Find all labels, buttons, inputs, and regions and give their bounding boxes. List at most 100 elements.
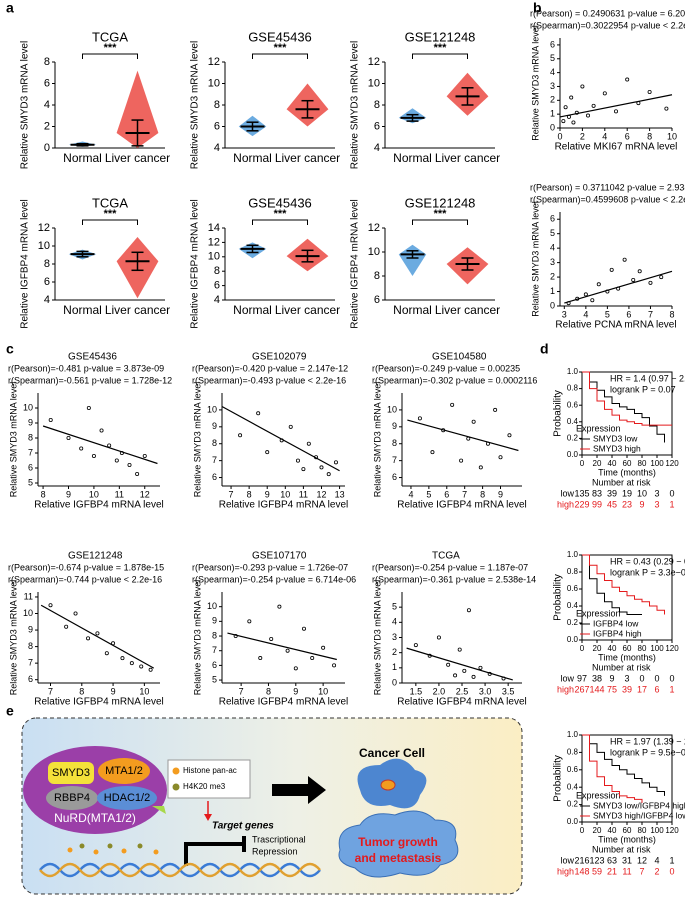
point (306, 441, 311, 446)
x-tick-label: 80 (638, 459, 647, 468)
risk-count: 148 (574, 866, 589, 876)
risk-count: 123 (589, 855, 604, 865)
y-tick-label: 4 (550, 67, 555, 77)
x-tick-label: 12 (316, 489, 326, 499)
y-axis-label: Relative SMYD3 mRNA level (8, 382, 18, 498)
x-tick-label: Normal (63, 303, 102, 317)
x-tick-label: 120 (665, 826, 679, 835)
point (91, 453, 96, 458)
chart-title: GSE121248 (405, 29, 476, 44)
y-axis-label: Relative SMYD3 mRNA level (192, 580, 202, 696)
x-tick-label: 40 (608, 826, 617, 835)
risk-count: 1 (669, 855, 674, 865)
protein-label: HDAC1/2 (104, 792, 150, 804)
significance-label: *** (274, 208, 288, 220)
panel-label: e (6, 703, 14, 719)
y-tick-label: 7 (392, 455, 397, 465)
risk-count: 229 (574, 499, 589, 509)
y-tick-label: 6 (392, 472, 397, 482)
stats-label: r(Pearson)=-0.249 p-value = 0.00235 (372, 363, 520, 373)
risk-count: 144 (589, 684, 604, 694)
significance-label: *** (434, 208, 448, 220)
x-tick-label: 60 (623, 644, 632, 653)
x-tick-label: Normal (233, 303, 272, 317)
spread (398, 244, 427, 276)
x-tick-label: 4 (602, 131, 607, 141)
x-tick-label: 10 (89, 489, 99, 499)
panel-label: d (540, 341, 549, 357)
y-tick-label: 0.0 (567, 635, 579, 644)
risk-count: 31 (622, 855, 632, 865)
x-tick-label: 5 (605, 309, 610, 319)
x-axis-label: Relative IGFBP4 mRNA level (219, 697, 349, 708)
point (135, 471, 140, 476)
y-tick-label: 8 (212, 630, 217, 640)
risk-count: 39 (622, 684, 632, 694)
y-tick-label: 12 (368, 56, 380, 68)
y-tick-label: 4 (44, 294, 50, 306)
y-tick-label: 0.0 (567, 817, 579, 826)
legend-box (167, 759, 251, 799)
point (285, 648, 290, 653)
panel-label: a (6, 0, 14, 16)
y-tick-label: 2 (44, 120, 50, 132)
y-tick-label: 9 (28, 624, 33, 634)
x-tick-label: Normal (393, 303, 432, 317)
y-tick-label: 6 (550, 214, 555, 224)
point (471, 674, 476, 679)
x-tick-label: Liver cancer (105, 151, 170, 165)
legend-title: Expression (576, 423, 621, 433)
point (48, 417, 53, 422)
point (493, 407, 498, 412)
histone-marks (67, 843, 159, 855)
point (301, 467, 306, 472)
x-tick-label: 2.5 (456, 686, 469, 696)
stats-label: r(Spearman)=0.4599608 p-value < 2.2e-16 (530, 194, 685, 204)
x-tick-label: 2 (580, 131, 585, 141)
legend-label: SMYD3 low/IGFBP4 high (593, 800, 685, 810)
risk-count: 1 (669, 499, 674, 509)
x-tick-label: 7 (229, 489, 234, 499)
y-axis-label: Probability (553, 574, 564, 621)
point (148, 667, 153, 672)
point (580, 84, 585, 89)
legend-label: SMYD3 high/IGFBP4 low (593, 810, 685, 820)
y-tick-label: 6 (550, 39, 555, 49)
point (277, 604, 282, 609)
x-axis-label: Relative IGFBP4 mRNA level (397, 697, 527, 708)
point (319, 465, 324, 470)
x-tick-label: 11 (299, 489, 308, 499)
y-tick-label: 4 (44, 99, 50, 111)
risk-count: 39 (607, 488, 617, 498)
point (590, 298, 595, 303)
point (571, 120, 576, 125)
y-tick-label: 11 (24, 591, 33, 601)
y-tick-label: 4 (392, 617, 397, 627)
risk-count: 0 (669, 673, 674, 683)
y-tick-label: 10 (387, 404, 397, 414)
survival-curve (582, 734, 665, 796)
risk-count: 63 (607, 855, 617, 865)
y-tick-label: 12 (208, 236, 220, 248)
risk-count: 1 (669, 684, 674, 694)
arrow (272, 776, 326, 804)
point (459, 458, 464, 463)
x-tick-label: 100 (650, 644, 664, 653)
point (413, 643, 418, 648)
point (648, 280, 653, 285)
x-tick-label: 3 (562, 309, 567, 319)
y-tick-label: 7 (28, 447, 33, 457)
point (602, 91, 607, 96)
stats-label: r(Spearman)=-0.361 p-value = 2.538e-14 (372, 574, 536, 584)
y-axis-label: Relative SMYD3 mRNA level (530, 25, 540, 141)
y-tick-label: 9 (28, 417, 33, 427)
x-tick-label: 3.5 (502, 686, 515, 696)
stats-label: r(Pearson)=-0.674 p-value = 1.878e-15 (8, 562, 164, 572)
x-tick-label: Normal (63, 151, 102, 165)
chart-title: TCGA (432, 551, 460, 562)
y-tick-label: 0.2 (567, 434, 579, 443)
arrow-head (204, 814, 212, 821)
y-tick-label: 6 (28, 674, 33, 684)
x-tick-label: 6 (626, 309, 631, 319)
chart-title: GSE102079 (252, 352, 307, 363)
